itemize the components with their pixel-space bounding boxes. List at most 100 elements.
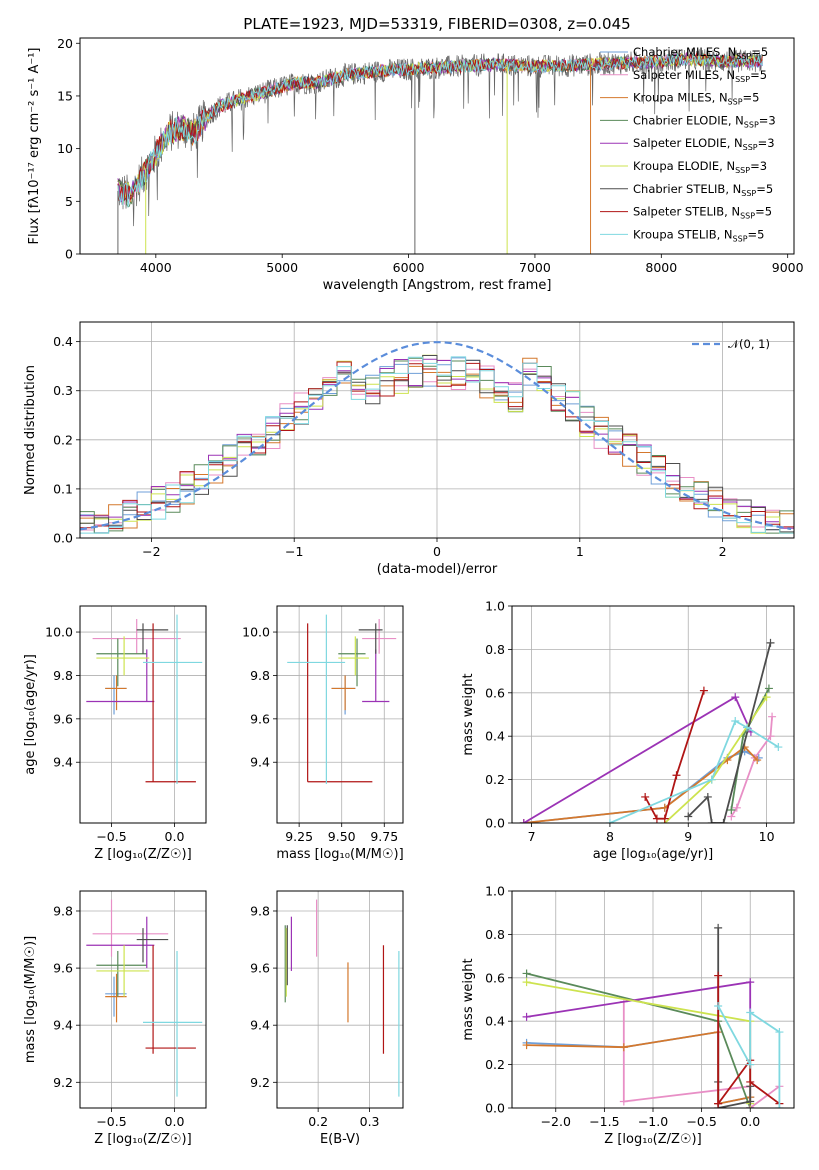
x-axis-label: Z [log₁₀(Z/Z☉)] [94,1132,191,1147]
weight-marker-kroupa_elodie [522,978,531,987]
y-tick-label: 9.4 [250,1018,270,1033]
x-axis-label: (data-model)/error [377,562,498,577]
x-tick-label: −0.5 [686,1114,716,1129]
weight-marker-kroupa_miles [522,1041,531,1050]
weight-marker-kroupa_stelib [605,819,614,823]
y-tick-label: 0.4 [485,729,505,744]
model-spectrum-kroupa_stelib [117,51,763,208]
weight-marker-salpeter_elodie [519,819,528,823]
axes-frame [511,605,795,824]
weight-marker-salpeter_stelib [660,814,669,823]
weight-marker-kroupa_elodie [762,693,771,702]
panel-weight_vs_Z: −2.0 −1.5 −1.0 −0.5 0.0 0.0 0.2 0.4 0.6 0.8 1.0 Z [… [461,884,795,1147]
legend-label-chabrier_miles: Chabrier MILES, NSSP=5 [633,45,768,61]
weight-line-chabrier_miles [526,1030,751,1105]
plot-area-weight_vs_age [519,638,783,823]
y-tick-label: 9.8 [53,668,73,683]
weight-marker-salpeter_elodie [731,693,740,702]
y-tick-label: 0.0 [485,816,505,831]
weight-marker-chabrier_stelib [714,923,723,932]
y-tick-label: 9.6 [53,961,73,976]
weight-marker-salpeter_stelib [714,1099,723,1108]
x-tick-label: 1 [576,544,584,559]
x-axis-label: E(B-V) [320,1132,360,1147]
x-tick-label: 0.2 [308,1114,328,1129]
weight-line-chabrier_elodie [730,688,770,811]
x-axis-label: age [log₁₀(age/yr)] [593,847,714,862]
weight-line-kroupa_miles [526,1030,751,1105]
axes-frame [276,605,404,824]
legend-label-salpeter_stelib: Salpeter STELIB, NSSP=5 [633,205,772,221]
y-axis-label: age [log₁₀(age/yr)] [23,654,38,775]
weight-marker-salpeter_miles [619,1097,628,1106]
weight-line-salpeter_elodie [523,695,752,823]
y-tick-label: 0.8 [485,927,505,942]
x-tick-label: −0.5 [96,1114,126,1129]
plot-area-weight_vs_Z [522,923,784,1108]
y-tick-label: 9.6 [250,961,270,976]
weight-line-kroupa_miles [523,745,758,823]
y-tick-label: 1.0 [485,884,505,899]
weight-line-chabrier_elodie [526,972,752,1108]
x-tick-label: 0 [433,544,441,559]
legend-label-salpeter_elodie: Salpeter ELODIE, NSSP=3 [633,136,775,152]
x-tick-label: 8 [606,829,614,844]
gaussian-curve [80,341,792,531]
weight-marker-chabrier_elodie [522,969,531,978]
x-tick-label: −1.5 [589,1114,619,1129]
x-tick-label: 9.75 [370,829,398,844]
legend-label-kroupa_stelib: Kroupa STELIB, NSSP=5 [633,227,764,243]
panel-residuals: −2 −1 0 1 2 0.0 0.1 0.2 0.3 0.4 (data-model)/error… [23,321,795,577]
weight-line-salpeter_stelib [717,975,780,1107]
x-axis-label: wavelength [Angstrom, rest frame] [323,278,552,293]
weight-marker-kroupa_miles [753,756,762,765]
weight-marker-salpeter_stelib [672,771,681,780]
x-tick-label: 9 [684,829,692,844]
y-tick-label: 9.6 [250,711,270,726]
x-tick-label: 10 [759,829,775,844]
axes-frame [276,890,404,1109]
x-tick-label: −1.0 [638,1114,668,1129]
x-tick-label: 9000 [772,260,804,275]
plot-area-residuals [80,341,794,534]
y-tick-label: 0.8 [485,642,505,657]
x-tick-label: 7 [528,829,536,844]
x-tick-label: 0.3 [360,1114,380,1129]
plot-area-mass_vs_ebv [284,899,400,1097]
axes-frame [511,890,795,1109]
x-axis-label: Z [log₁₀(Z/Z☉)] [94,847,191,862]
y-tick-label: 5 [65,194,73,209]
y-tick-label: 9.8 [53,903,73,918]
legend-label-chabrier_stelib: Chabrier STELIB, NSSP=5 [633,182,773,198]
y-tick-label: 0.2 [485,772,505,787]
axes-frame [79,890,207,1109]
weight-marker-kroupa_stelib [746,1008,755,1017]
weight-marker-kroupa_stelib [775,1104,784,1108]
legend-label-kroupa_miles: Kroupa MILES, NSSP=5 [633,91,759,107]
legend-label-gaussian: 𝒩(0, 1) [728,337,770,351]
x-tick-label: 0.0 [740,1114,760,1129]
x-tick-label: −2.0 [541,1114,571,1129]
y-tick-label: 10.0 [242,625,270,640]
panel-mass_vs_ebv: 0.2 0.3 9.2 9.4 9.6 9.8 E(B-V) [250,890,404,1147]
y-tick-label: 0.6 [485,970,505,985]
y-axis-label: Normed distribution [23,365,38,495]
weight-marker-salpeter_miles [768,712,777,721]
weight-marker-salpeter_stelib [714,971,723,980]
panel-age_vs_mass: 9.25 9.50 9.75 9.4 9.6 9.8 10.0 mass [log₁₀(M/M… [242,605,404,862]
x-tick-label: 6000 [393,260,425,275]
weight-marker-kroupa_stelib [775,1028,784,1037]
panel-mass_vs_Z: −0.5 0.0 9.2 9.4 9.6 9.8 Z [log₁₀(Z/Z☉)] mass [… [23,890,207,1147]
histogram-salpeter_stelib [80,361,794,530]
y-tick-label: 9.2 [250,1075,270,1090]
weight-marker-chabrier_stelib [684,812,693,821]
x-tick-label: −0.5 [96,829,126,844]
legend-label-kroupa_elodie: Kroupa ELODIE, NSSP=3 [633,159,767,175]
x-tick-label: 9.25 [285,829,313,844]
y-tick-label: 10 [57,141,73,156]
weight-marker-salpeter_stelib [746,1077,755,1086]
weight-marker-salpeter_elodie [522,1012,531,1021]
panel-weight_vs_age: 7 8 9 10 0.0 0.2 0.4 0.6 0.8 1.0 age [log₁₀(age/yr… [461,599,795,862]
y-axis-label: Flux [fλ10⁻¹⁷ erg cm⁻² s⁻¹ A⁻¹] [27,48,42,245]
